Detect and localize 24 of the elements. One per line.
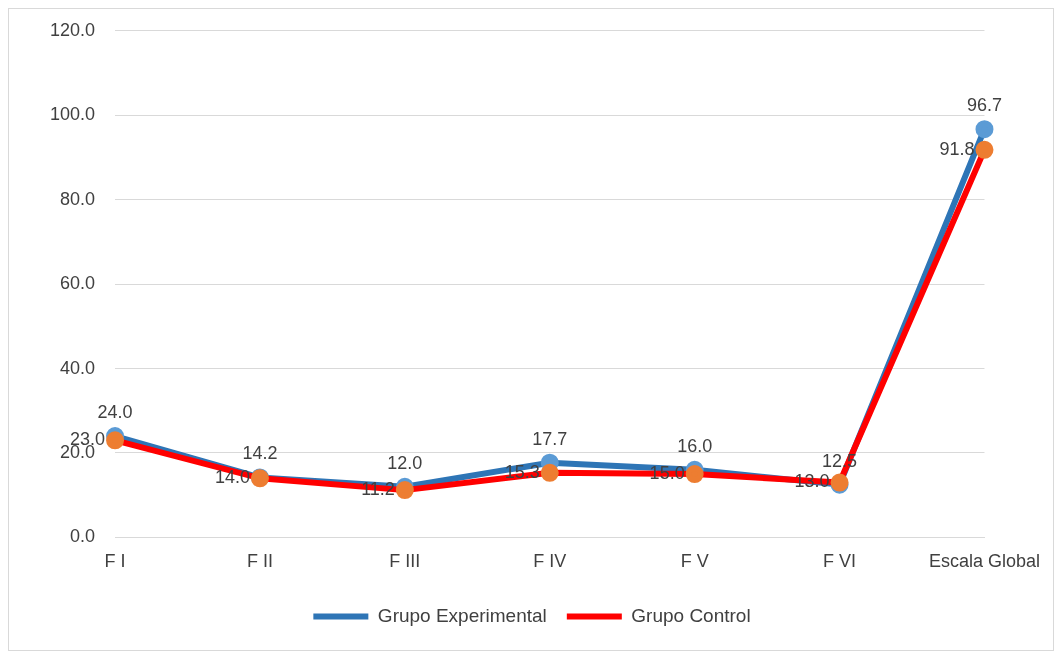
y-tick-label: 40.0 <box>60 357 96 378</box>
x-tick-label: Escala Global <box>928 551 1040 572</box>
y-tick-label: 100.0 <box>50 104 96 125</box>
data-label: 17.7 <box>532 428 568 449</box>
data-label: 96.7 <box>966 95 1002 116</box>
x-tick-label: F VI <box>823 551 857 572</box>
x-tick-label: F IV <box>533 551 567 572</box>
x-tick-label: F V <box>680 551 709 572</box>
data-label: 91.8 <box>939 138 975 159</box>
data-label: 14.0 <box>214 467 250 488</box>
y-tick-label: 120.0 <box>50 19 96 40</box>
y-tick-label: 60.0 <box>60 273 96 294</box>
data-label: 16.0 <box>677 435 713 456</box>
data-label: 14.2 <box>242 443 278 464</box>
y-tick-label: 80.0 <box>60 188 96 209</box>
data-label: 24.0 <box>97 402 133 423</box>
data-label: 15.3 <box>504 461 540 482</box>
data-label: 12.0 <box>387 452 423 473</box>
x-tick-label: F III <box>389 551 421 572</box>
x-tick-label: F II <box>246 551 273 572</box>
y-tick-label: 0.0 <box>70 526 96 547</box>
x-tick-label: F I <box>104 551 126 572</box>
legend-label: Grupo Experimental <box>377 604 547 626</box>
legend-label: Grupo Control <box>631 604 751 626</box>
